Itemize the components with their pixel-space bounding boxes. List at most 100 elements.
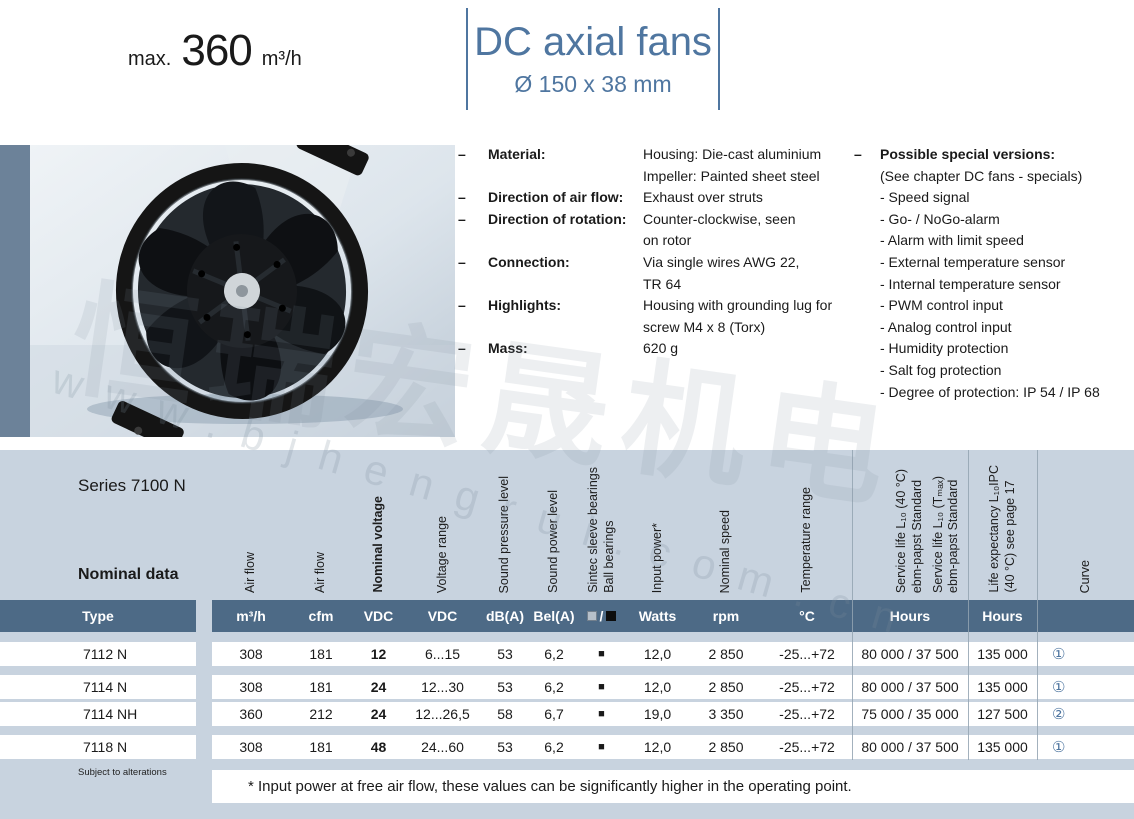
table-header-area: Series 7100 N Nominal data Air flow Air … (0, 450, 1134, 600)
special-version-item: - Analog control input (880, 318, 1012, 335)
ball-bearing-cell: ■ (578, 642, 625, 666)
data-cell: 6,2 (530, 675, 578, 699)
data-cell: 24 (352, 675, 405, 699)
spec-label: Mass: (488, 340, 528, 357)
data-cell: 2 850 (690, 735, 762, 759)
data-cell: 53 (480, 642, 530, 666)
data-cell: 12,0 (625, 642, 690, 666)
data-cell: 181 (290, 642, 352, 666)
data-cell: 2 850 (690, 642, 762, 666)
data-cell: 6,2 (530, 735, 578, 759)
data-cell: 58 (480, 702, 530, 726)
special-versions: – Possible special versions: (See chapte… (854, 144, 1132, 403)
spec-value: on rotor (643, 232, 692, 249)
product-title-block: DC axial fans Ø 150 x 38 mm (466, 8, 720, 110)
special-versions-header: – Possible special versions: (854, 144, 1132, 166)
dash-bullet: – (854, 146, 862, 162)
unit-dba: dB(A) (480, 600, 530, 632)
special-version-item: - Internal temperature sensor (880, 275, 1061, 292)
max-airflow-prefix: max. (128, 48, 172, 70)
unit-vdc-range: VDC (405, 600, 480, 632)
type-cell: 7114 N (0, 675, 196, 699)
data-cell: 80 000 / 37 500 (852, 675, 968, 699)
spec-value: TR 64 (643, 275, 682, 292)
curve-badge: ① (1037, 675, 1134, 699)
type-cell: 7114 NH (0, 702, 196, 726)
special-version-item: - PWM control input (880, 297, 1003, 314)
unit-celsius: °C (762, 600, 852, 632)
spec-label: Connection: (488, 253, 570, 270)
unit-hours-life: Hours (968, 600, 1037, 632)
special-version-item: - Degree of protection: IP 54 / IP 68 (880, 383, 1100, 400)
column-header (0, 450, 196, 600)
spec-label (488, 317, 643, 339)
unit-bela: Bel(A) (530, 600, 578, 632)
data-cell: 135 000 (968, 735, 1037, 759)
sleeve-bearing-icon (586, 611, 597, 621)
data-cell: -25...+72 (762, 735, 852, 759)
special-version-item: - Speed signal (880, 189, 970, 206)
spec-row: – Direction of air flow: Exhaust over stru… (458, 187, 854, 209)
dash-bullet (458, 166, 488, 188)
column-header-airflow-m3h: Air flow (243, 552, 258, 593)
data-cell: 75 000 / 35 000 (852, 702, 968, 726)
ball-bearing-icon (606, 611, 617, 621)
unit-curve (1037, 600, 1134, 632)
subject-to-alterations-note: Subject to alterations (78, 767, 167, 778)
data-cell: 308 (212, 735, 290, 759)
column-divider-line (968, 450, 969, 760)
unit-hours-service: Hours (852, 600, 968, 632)
series-label: Series 7100 N (78, 476, 186, 495)
spec-row: TR 64 (458, 274, 854, 296)
fan-photo (30, 126, 455, 450)
data-cell: 2 850 (690, 675, 762, 699)
data-cell: 212 (290, 702, 352, 726)
spec-value: Impeller: Painted sheet steel (643, 167, 820, 184)
data-cell: 135 000 (968, 642, 1037, 666)
type-cell: 7118 N (0, 735, 196, 759)
data-cell: 19,0 (625, 702, 690, 726)
data-cell: 181 (290, 675, 352, 699)
ball-bearing-cell: ■ (578, 735, 625, 759)
data-cell: 48 (352, 735, 405, 759)
bearing-separator: / (599, 608, 604, 624)
data-cell: 360 (212, 702, 290, 726)
unit-m3h: m³/h (212, 600, 290, 632)
special-versions-subtitle: (See chapter DC fans - specials) (880, 167, 1083, 184)
page-title: DC axial fans (474, 20, 712, 64)
column-header-nominal-speed: Nominal speed (718, 509, 733, 593)
spec-value: Counter-clockwise, seen (643, 210, 796, 227)
curve-badge: ② (1037, 702, 1134, 726)
data-cell: 6,7 (530, 702, 578, 726)
column-header-sound-pressure: Sound pressure level (497, 475, 512, 593)
data-cell: 181 (290, 735, 352, 759)
dash-bullet (458, 230, 488, 252)
column-header-input-power: Input power* (649, 522, 664, 593)
unit-row: Type m³/h cfm VDC VDC dB(A) Bel(A) / Wat… (0, 600, 1134, 632)
ball-bearing-cell: ■ (578, 702, 625, 726)
spec-row: – Highlights: Housing with grounding lug f… (458, 295, 854, 317)
spec-row: – Material: Housing: Die-cast aluminium (458, 144, 854, 166)
table-row: 7118 N 308 181 48 24...60 53 6,2 ■ 12,0 … (0, 735, 1134, 759)
column-divider-line (1037, 450, 1038, 760)
special-version-item: - Go- / NoGo-alarm (880, 210, 1000, 227)
data-cell: 80 000 / 37 500 (852, 735, 968, 759)
data-cell: 12...30 (405, 675, 480, 699)
unit-type: Type (0, 600, 196, 632)
data-cell: 308 (212, 675, 290, 699)
dash-bullet (458, 317, 488, 339)
ball-bearing-cell: ■ (578, 675, 625, 699)
special-version-item: - Alarm with limit speed (880, 232, 1024, 249)
dash-bullet: – (458, 146, 466, 162)
spec-row: screw M4 x 8 (Torx) (458, 317, 854, 339)
table-row: 7114 NH 360 212 24 12...26,5 58 6,7 ■ 19… (0, 702, 1134, 726)
column-header-life-expectancy: Life expectancy L₁₀IPC (40 °C) see page 1… (986, 465, 1017, 593)
spec-list: – Material: Housing: Die-cast aluminium Im… (458, 144, 854, 360)
unit-watts: Watts (625, 600, 690, 632)
max-airflow-unit: m³/h (261, 48, 302, 70)
column-header-bearings: Sintec sleeve bearings Ball bearings (585, 467, 616, 593)
spec-row: Impeller: Painted sheet steel (458, 166, 854, 188)
data-cell: 135 000 (968, 675, 1037, 699)
column-header-nominal-voltage: Nominal voltage (370, 496, 385, 593)
